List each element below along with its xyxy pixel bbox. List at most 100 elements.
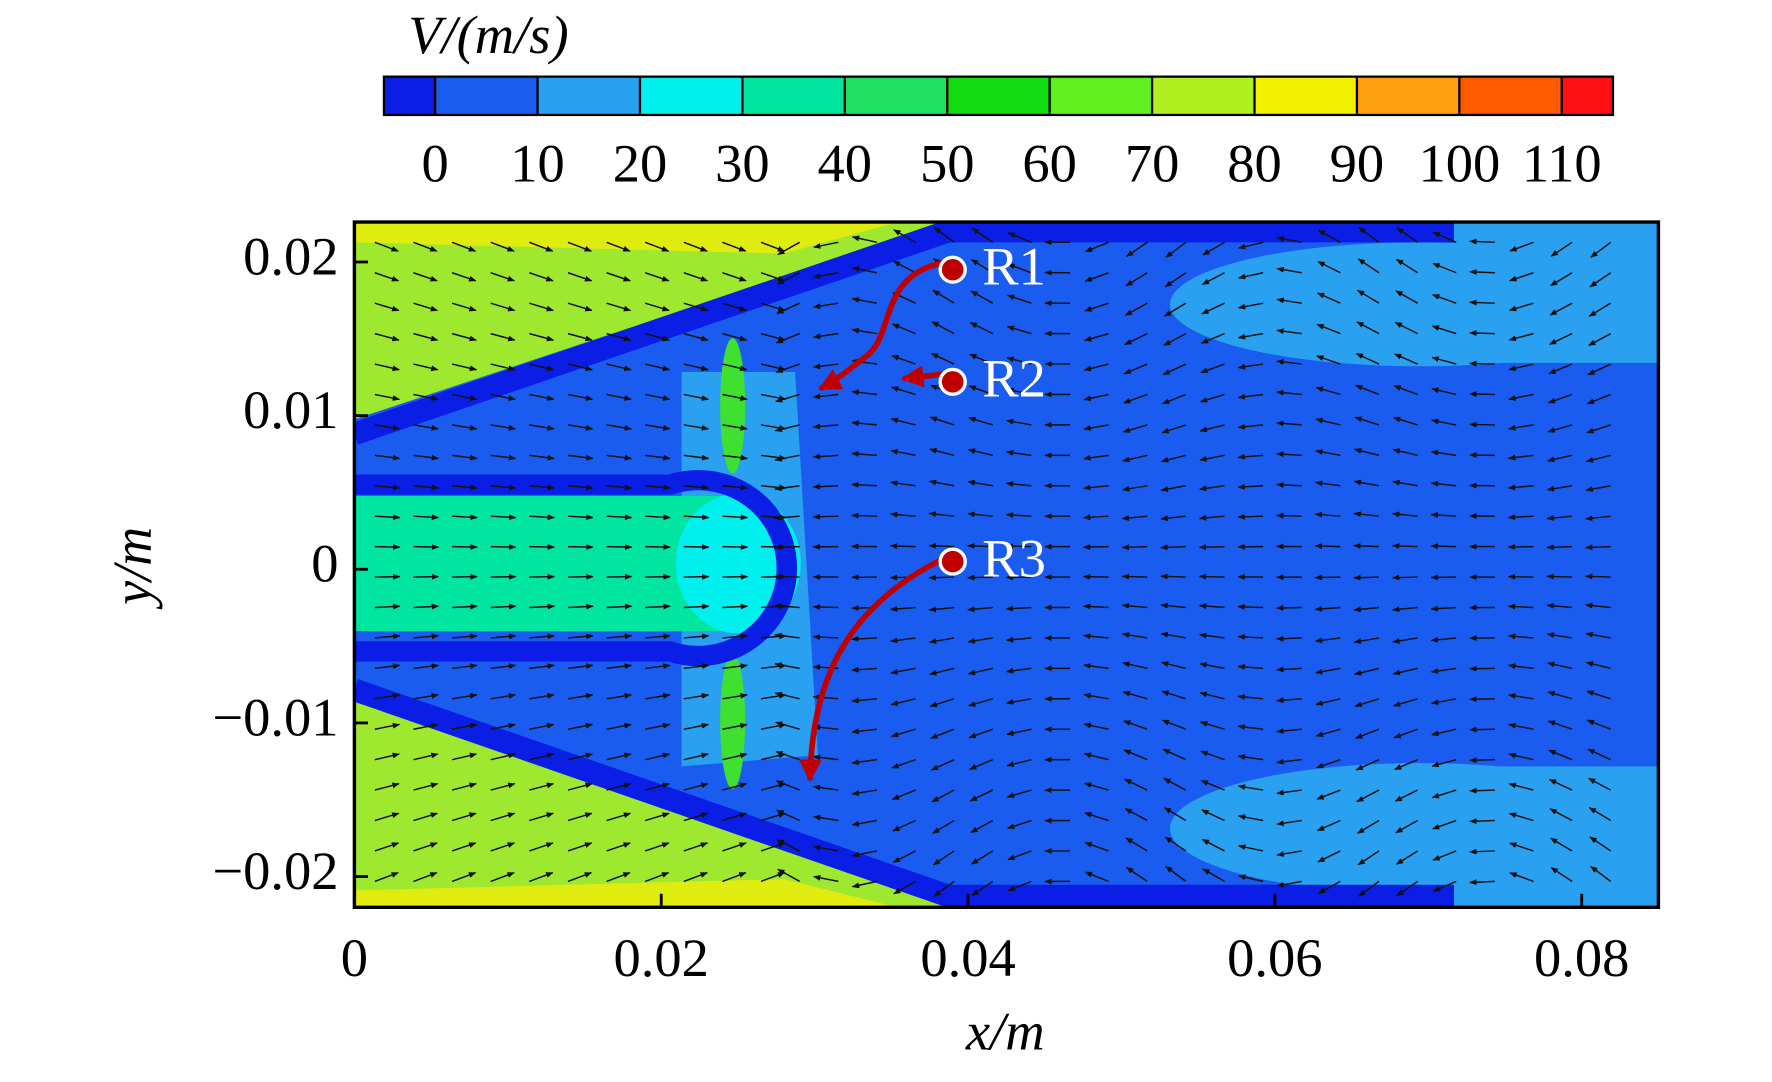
vector	[812, 604, 839, 610]
vector	[889, 543, 916, 550]
vector	[1357, 258, 1380, 274]
colorbar-swatch	[434, 75, 539, 116]
vector	[606, 484, 633, 491]
vector	[1431, 356, 1457, 365]
vector	[1430, 543, 1457, 550]
vector	[490, 842, 516, 852]
vector	[1199, 632, 1225, 639]
vector	[929, 698, 955, 708]
vector	[774, 485, 800, 492]
wall	[354, 679, 1454, 908]
vector	[490, 663, 517, 670]
vector	[1396, 880, 1419, 897]
vector	[890, 728, 916, 738]
vector	[722, 454, 748, 461]
vector	[1160, 515, 1186, 522]
vector	[683, 424, 710, 431]
vector	[451, 241, 477, 252]
vector	[606, 722, 632, 730]
vector	[451, 302, 477, 312]
vector	[722, 812, 748, 822]
vector	[1202, 868, 1225, 883]
vector	[851, 512, 877, 519]
vector	[1546, 515, 1573, 521]
vector	[722, 842, 747, 852]
vector	[1314, 480, 1341, 487]
vector	[812, 694, 839, 701]
vector	[1083, 332, 1109, 342]
vector	[1469, 269, 1495, 275]
vector	[851, 880, 878, 889]
vector	[932, 819, 955, 834]
vector	[1508, 752, 1534, 761]
vector	[851, 389, 877, 396]
vector	[1276, 420, 1302, 427]
vector	[1005, 636, 1032, 643]
vector	[890, 448, 916, 457]
vector	[567, 332, 593, 342]
vector	[1395, 819, 1418, 834]
vector	[683, 454, 710, 461]
vector	[413, 633, 440, 640]
vector	[890, 417, 916, 426]
vector	[1317, 260, 1341, 274]
annotation-point	[938, 547, 967, 576]
vector	[967, 606, 993, 613]
vector	[490, 332, 516, 342]
vector	[1357, 850, 1380, 866]
vector	[374, 363, 400, 372]
vector	[683, 603, 710, 610]
vector	[374, 633, 401, 640]
vector	[722, 722, 748, 730]
vector	[970, 290, 994, 304]
vector	[529, 782, 555, 791]
vector	[851, 758, 878, 766]
vector	[1394, 789, 1418, 802]
vector	[774, 424, 800, 433]
vector	[776, 839, 801, 852]
vector	[1316, 323, 1341, 335]
vector	[1548, 778, 1573, 791]
flow-arrow	[799, 555, 947, 783]
vector	[1316, 819, 1341, 832]
colorbar-swatch	[1048, 75, 1153, 116]
vector	[490, 363, 516, 372]
vector	[1430, 667, 1457, 674]
vector	[1394, 321, 1418, 335]
vector	[1276, 819, 1302, 827]
vector	[1200, 363, 1225, 374]
vector	[1200, 332, 1225, 344]
vector	[777, 241, 801, 256]
vector	[722, 663, 748, 670]
vector	[971, 880, 994, 896]
vector	[1546, 544, 1573, 551]
vector	[1392, 667, 1418, 676]
vector	[722, 424, 748, 431]
vector	[1201, 809, 1225, 822]
vector	[812, 302, 839, 309]
vector	[1585, 454, 1611, 463]
vector	[1354, 416, 1380, 426]
vector	[606, 424, 632, 431]
vector	[452, 484, 478, 491]
vector	[529, 663, 555, 670]
vector	[1586, 424, 1611, 434]
vector	[1393, 385, 1418, 396]
colorbar-swatch	[639, 75, 744, 116]
vector	[567, 603, 594, 610]
vector	[413, 393, 439, 401]
vector	[1508, 812, 1534, 822]
vector	[1315, 758, 1341, 769]
x-tick-label: 0.06	[1227, 928, 1322, 988]
vector	[1391, 543, 1418, 549]
vector	[490, 514, 517, 521]
vector	[645, 393, 671, 401]
vector	[413, 514, 440, 521]
vector	[774, 603, 800, 610]
vector	[529, 603, 556, 610]
vector	[967, 637, 993, 644]
vector	[1005, 512, 1032, 519]
vector	[683, 871, 708, 883]
colorbar-tick-label: 0	[422, 134, 449, 194]
vector	[1431, 819, 1457, 830]
